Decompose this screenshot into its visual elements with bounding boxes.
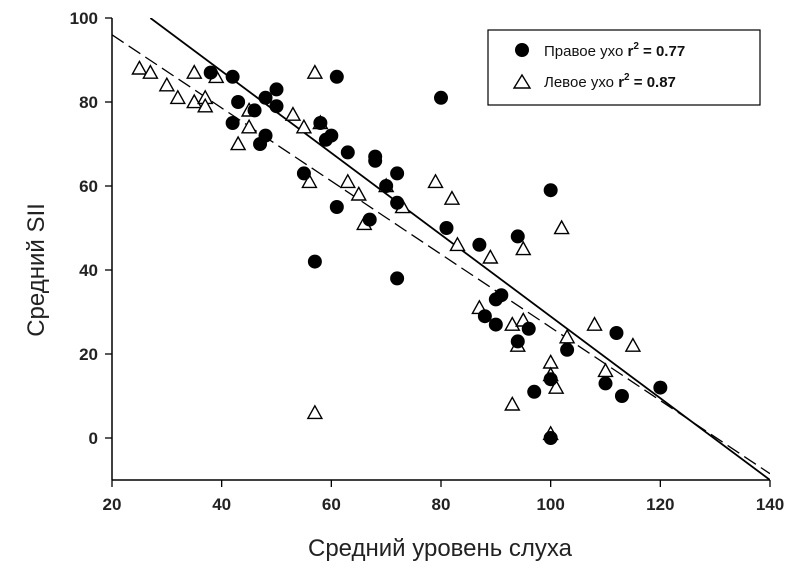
point-left-ear-24 — [443, 190, 461, 205]
point-left-ear-36 — [547, 379, 565, 394]
point-right-ear-28 — [477, 309, 492, 324]
point-right-ear-3 — [225, 116, 240, 130]
point-right-ear-0 — [203, 65, 218, 80]
point-left-ear-29 — [504, 395, 521, 411]
point-right-ear-38 — [543, 431, 558, 445]
point-right-ear-15 — [329, 69, 344, 84]
point-left-ear-41 — [624, 337, 642, 352]
y-tick-label-40: 40 — [79, 261, 98, 280]
point-right-ear-16 — [340, 145, 355, 160]
point-left-ear-40 — [597, 362, 614, 378]
point-right-ear-41 — [609, 326, 624, 340]
point-right-ear-5 — [258, 90, 273, 105]
legend-label-right-ear: Правое ухо r2 = 0.77 — [544, 41, 685, 60]
point-right-ear-24 — [390, 271, 405, 286]
point-left-ear-39 — [586, 316, 603, 331]
legend-marker-left-ear — [512, 73, 532, 89]
point-left-ear-13 — [295, 118, 313, 134]
point-left-ear-25 — [449, 236, 466, 252]
y-tick-label-100: 100 — [70, 9, 98, 28]
point-right-ear-20 — [379, 179, 394, 193]
point-right-ear-39 — [560, 342, 575, 357]
x-tick-label-40: 40 — [212, 495, 231, 514]
point-left-ear-14 — [301, 173, 318, 189]
point-right-ear-34 — [521, 321, 536, 336]
point-right-ear-22 — [390, 195, 405, 210]
point-right-ear-7 — [269, 99, 284, 114]
point-right-ear-37 — [543, 372, 558, 387]
point-left-ear-4 — [186, 64, 203, 79]
y-tick-label-0: 0 — [89, 429, 98, 448]
point-left-ear-3 — [169, 89, 186, 105]
point-right-ear-40 — [598, 376, 613, 391]
x-tick-label-120: 120 — [646, 495, 674, 514]
point-right-ear-23 — [307, 254, 322, 269]
x-tick-label-140: 140 — [756, 495, 784, 514]
x-tick-label-80: 80 — [432, 495, 451, 514]
data-markers — [131, 59, 668, 445]
point-left-ear-12 — [284, 106, 302, 121]
point-right-ear-4 — [247, 103, 262, 118]
legend-label-left-ear: Левое ухо r2 = 0.87 — [544, 72, 676, 91]
point-left-ear-9 — [229, 135, 247, 151]
point-right-ear-32 — [510, 229, 525, 244]
point-left-ear-28 — [504, 316, 521, 331]
point-left-ear-23 — [427, 173, 444, 189]
point-left-ear-16 — [306, 404, 324, 420]
point-right-ear-25 — [434, 90, 448, 105]
point-right-ear-26 — [439, 221, 454, 235]
axes: 20 40 60 80 100 120 140 0 20 40 60 80 100 — [70, 9, 785, 514]
point-right-ear-19 — [368, 153, 383, 168]
point-left-ear-2 — [158, 76, 176, 92]
point-right-ear-13 — [324, 128, 339, 143]
point-left-ear-19 — [350, 185, 367, 201]
point-right-ear-9 — [258, 128, 273, 143]
point-left-ear-0 — [131, 59, 148, 75]
point-right-ear-35 — [527, 384, 542, 399]
point-right-ear-31 — [488, 317, 503, 332]
x-axis-title: Средний уровень слуха — [308, 535, 573, 562]
point-right-ear-10 — [296, 166, 311, 181]
point-right-ear-6 — [269, 82, 284, 97]
point-right-ear-17 — [362, 212, 377, 227]
y-tick-label-80: 80 — [79, 93, 98, 112]
y-tick-label-20: 20 — [79, 345, 98, 364]
point-right-ear-30 — [494, 288, 509, 303]
point-right-ear-21 — [390, 166, 405, 181]
x-tick-label-100: 100 — [536, 495, 564, 514]
point-right-ear-27 — [472, 237, 487, 252]
point-left-ear-33 — [542, 353, 559, 369]
point-right-ear-1 — [225, 69, 240, 84]
legend-marker-right-ear — [515, 43, 529, 57]
point-left-ear-31 — [515, 240, 532, 256]
legend: Правое ухо r2 = 0.77 Левое ухо r2 = 0.87 — [487, 29, 761, 106]
fit-line-series-1 — [112, 34, 770, 475]
point-right-ear-43 — [653, 380, 668, 395]
x-tick-label-20: 20 — [103, 495, 122, 514]
point-right-ear-2 — [231, 95, 246, 109]
point-right-ear-42 — [614, 389, 629, 403]
y-axis-title: Средний SII — [23, 203, 50, 337]
point-right-ear-11 — [313, 116, 328, 130]
point-right-ear-14 — [329, 200, 344, 214]
point-left-ear-11 — [240, 118, 258, 134]
x-tick-label-60: 60 — [322, 495, 341, 514]
point-left-ear-7 — [197, 97, 214, 113]
point-left-ear-15 — [306, 64, 324, 79]
point-left-ear-37 — [553, 219, 570, 235]
y-tick-label-60: 60 — [79, 177, 98, 196]
legend-box — [487, 29, 761, 106]
point-left-ear-1 — [142, 64, 159, 79]
point-right-ear-33 — [510, 334, 525, 349]
point-left-ear-18 — [339, 173, 356, 189]
point-right-ear-36 — [543, 183, 558, 198]
point-left-ear-5 — [186, 93, 203, 109]
point-left-ear-27 — [482, 248, 499, 264]
